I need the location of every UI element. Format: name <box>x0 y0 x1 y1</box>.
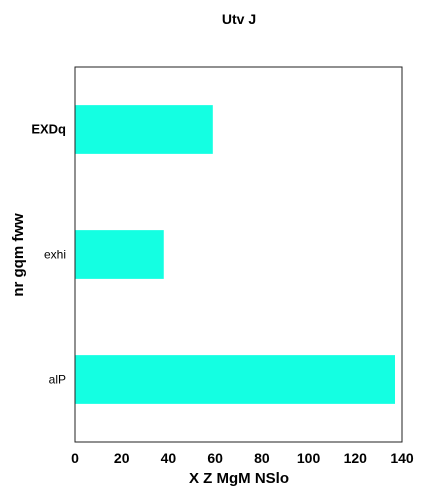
plot-frame <box>74 66 403 443</box>
bar-alP <box>75 355 395 404</box>
x-tick-label-60: 60 <box>207 450 223 466</box>
x-axis-label: X Z MgM NSlo <box>189 470 289 487</box>
x-ticks-group: 0 20 40 60 80 100 120 140 <box>71 450 414 466</box>
y-axis-label: nr gqm fww <box>10 213 27 297</box>
y-tick-label-exhi: exhi <box>44 248 66 262</box>
bar-EXDq <box>75 105 213 154</box>
x-tick-label-0: 0 <box>71 450 79 466</box>
x-tick-label-40: 40 <box>161 450 177 466</box>
chart-title: Utv J <box>222 11 256 27</box>
bar-exhi <box>75 230 164 279</box>
y-ticks-group: EXDq exhi alP <box>31 122 66 387</box>
y-tick-label-alP: alP <box>49 373 66 387</box>
x-tick-label-140: 140 <box>390 450 414 466</box>
x-tick-label-80: 80 <box>254 450 270 466</box>
y-tick-label-EXDq: EXDq <box>31 122 66 137</box>
x-tick-label-100: 100 <box>297 450 321 466</box>
bars-group <box>75 105 395 404</box>
x-tick-label-20: 20 <box>114 450 130 466</box>
x-tick-label-120: 120 <box>344 450 368 466</box>
